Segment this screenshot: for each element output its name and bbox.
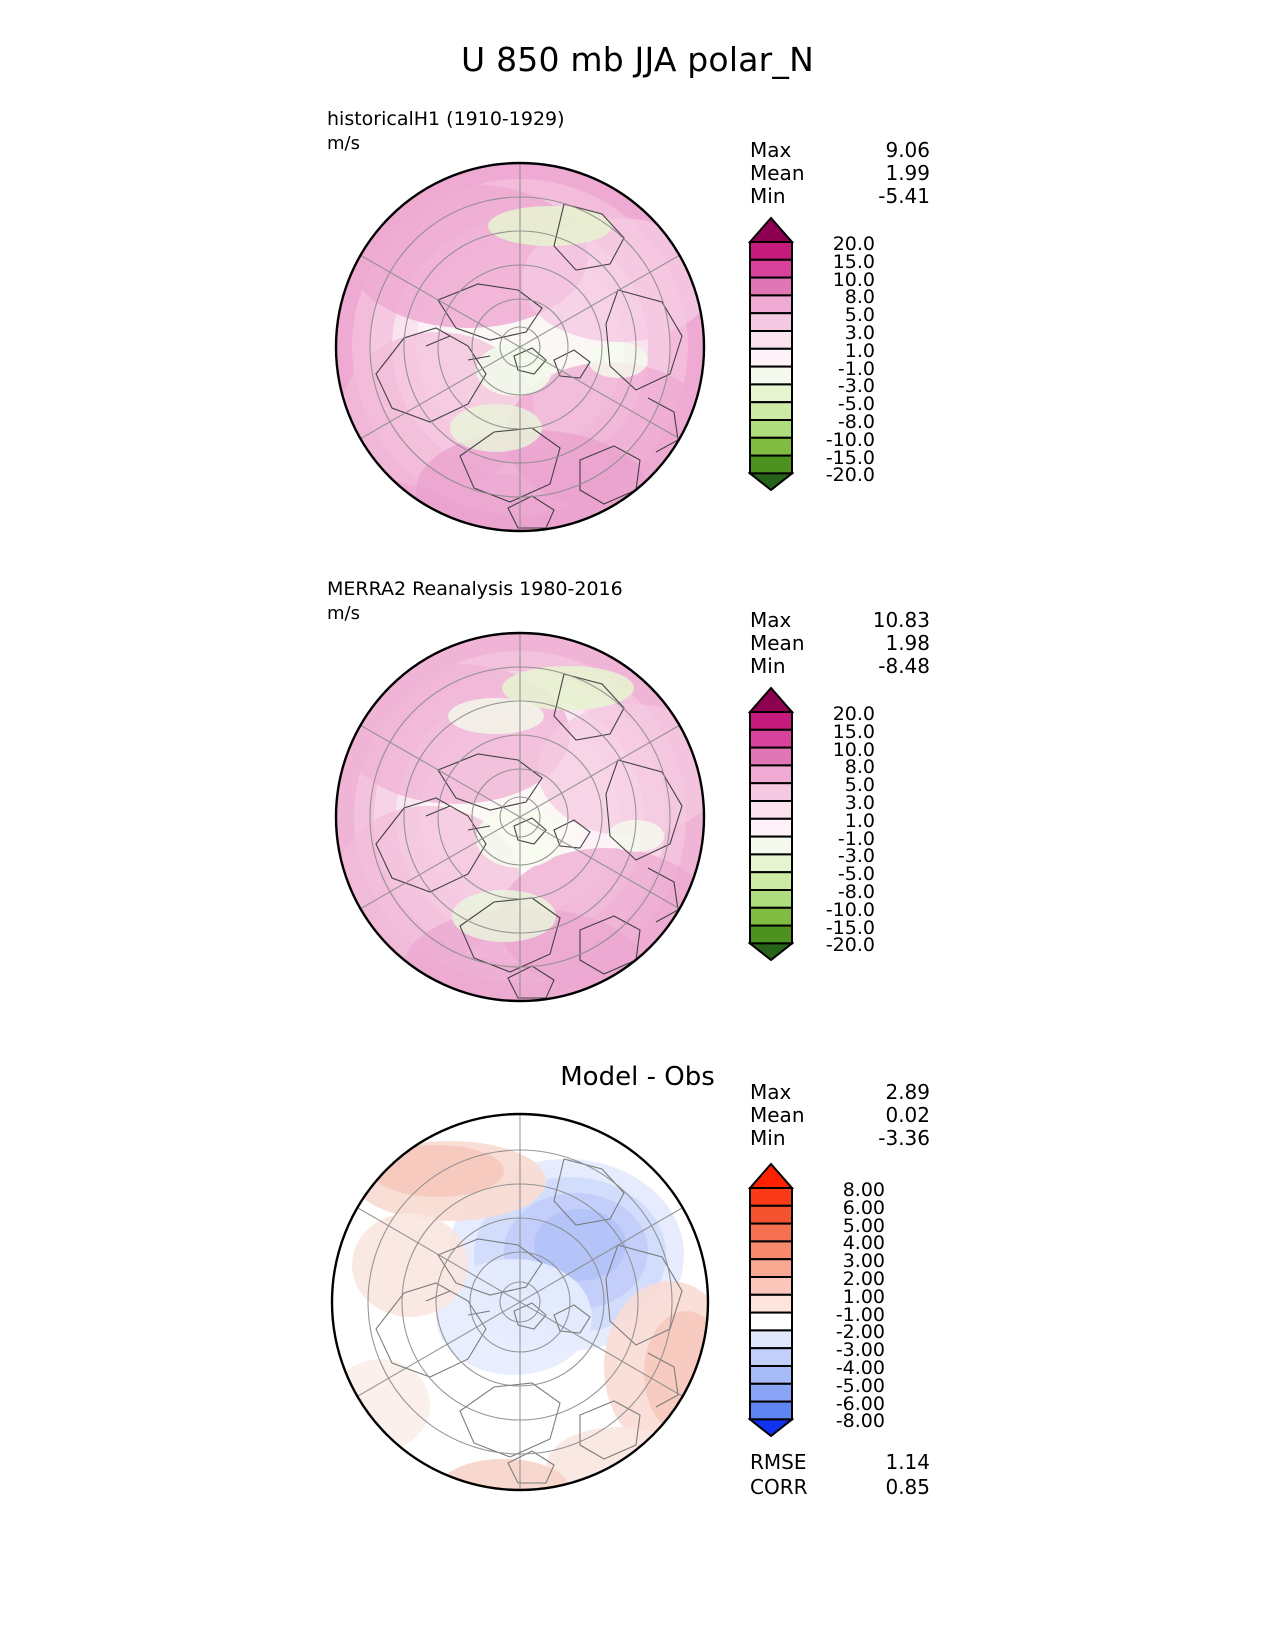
polar-map-difference [318, 1105, 722, 1499]
figure-title: U 850 mb JJA polar_N [461, 40, 814, 79]
stat-row: Max 2.89 [750, 1080, 930, 1104]
colorbar-model-labels: 20.0 15.0 10.0 8.0 5.0 3.0 1.0 -1.0 -3.0… [825, 233, 875, 487]
stat-row: Mean 1.98 [750, 631, 930, 655]
colorbar-difference [748, 1162, 794, 1438]
panel-difference-title: Model - Obs [560, 1062, 715, 1092]
stat-row: Mean 1.99 [750, 161, 930, 185]
panel-difference-stats: Max 2.89 Mean 0.02 Min -3.36 [750, 1080, 930, 1150]
stat-row: Min -5.41 [750, 184, 930, 208]
panel-model: historicalH1 (1910-1929) m/s Max 9.06 Mea… [0, 0, 1275, 540]
stat-row: Min -8.48 [750, 654, 930, 678]
panel-difference: Model - Obs Max 2.89 Mean 0.02 Min -3.36 [0, 940, 1275, 1650]
panel-obs-units: m/s [327, 603, 360, 624]
colorbar-obs [748, 686, 794, 962]
colorbar-difference-labels: 8.00 6.00 5.00 4.00 3.00 2.00 1.00 -1.00… [835, 1179, 885, 1433]
polar-map-model [318, 160, 722, 534]
panel-obs-stats: Max 10.83 Mean 1.98 Min -8.48 [750, 608, 930, 678]
stat-row: Min -3.36 [750, 1126, 930, 1150]
stat-row: Max 9.06 [750, 138, 930, 162]
panel-obs-title: MERRA2 Reanalysis 1980-2016 [327, 578, 623, 600]
polar-map-obs [318, 630, 722, 1004]
skill-row: CORR 0.85 [750, 1475, 930, 1499]
stat-row: Mean 0.02 [750, 1103, 930, 1127]
skill-row: RMSE 1.14 [750, 1450, 930, 1474]
panel-model-title: historicalH1 (1910-1929) [327, 108, 565, 130]
panel-obs: MERRA2 Reanalysis 1980-2016 m/s Max 10.83… [0, 470, 1275, 1010]
colorbar-model [748, 216, 794, 492]
panel-model-units: m/s [327, 133, 360, 154]
skill-scores: RMSE 1.14 CORR 0.85 [750, 1450, 930, 1500]
colorbar-obs-labels: 20.0 15.0 10.0 8.0 5.0 3.0 1.0 -1.0 -3.0… [825, 703, 875, 957]
stat-row: Max 10.83 [750, 608, 930, 632]
panel-model-stats: Max 9.06 Mean 1.99 Min -5.41 [750, 138, 930, 208]
